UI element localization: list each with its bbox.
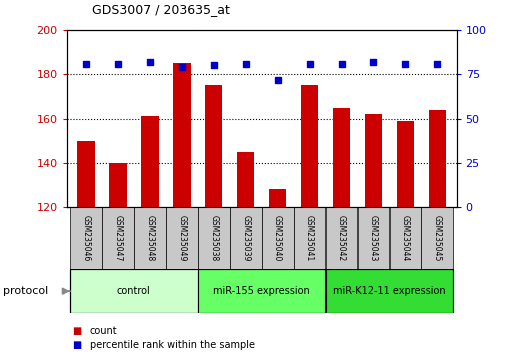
Text: protocol: protocol <box>3 286 48 296</box>
Bar <box>301 85 319 207</box>
Bar <box>293 207 325 269</box>
Text: GSM235047: GSM235047 <box>113 215 122 261</box>
Bar <box>269 189 286 207</box>
Bar <box>134 207 166 269</box>
Bar <box>428 110 446 207</box>
Text: GSM235041: GSM235041 <box>305 215 314 261</box>
Bar <box>198 269 325 313</box>
Bar <box>262 207 293 269</box>
Text: control: control <box>117 286 151 296</box>
Bar <box>422 207 453 269</box>
Bar <box>237 152 254 207</box>
Text: percentile rank within the sample: percentile rank within the sample <box>90 340 255 350</box>
Text: GSM235046: GSM235046 <box>82 215 90 261</box>
Text: ■: ■ <box>72 340 81 350</box>
Text: GSM235048: GSM235048 <box>145 215 154 261</box>
Bar <box>102 207 134 269</box>
Bar <box>397 121 414 207</box>
Bar <box>141 116 159 207</box>
Text: miR-K12-11 expression: miR-K12-11 expression <box>333 286 446 296</box>
Text: GSM235040: GSM235040 <box>273 215 282 261</box>
Text: count: count <box>90 326 117 336</box>
Bar <box>166 207 198 269</box>
Text: GDS3007 / 203635_at: GDS3007 / 203635_at <box>92 3 230 16</box>
Bar <box>326 207 358 269</box>
Bar <box>77 141 95 207</box>
Bar <box>326 269 453 313</box>
Bar <box>70 207 102 269</box>
Text: GSM235042: GSM235042 <box>337 215 346 261</box>
Bar <box>230 207 262 269</box>
Bar <box>205 85 223 207</box>
Text: ■: ■ <box>72 326 81 336</box>
Text: GSM235043: GSM235043 <box>369 215 378 261</box>
Bar <box>173 63 190 207</box>
Bar <box>358 207 389 269</box>
Bar <box>389 207 421 269</box>
Text: GSM235044: GSM235044 <box>401 215 410 261</box>
Text: GSM235049: GSM235049 <box>177 215 186 261</box>
Bar <box>70 269 198 313</box>
Bar <box>109 163 127 207</box>
Text: GSM235045: GSM235045 <box>433 215 442 261</box>
Bar <box>333 108 350 207</box>
Text: GSM235038: GSM235038 <box>209 215 218 261</box>
Text: GSM235039: GSM235039 <box>241 215 250 261</box>
Text: miR-155 expression: miR-155 expression <box>213 286 310 296</box>
Bar <box>365 114 382 207</box>
Bar <box>198 207 230 269</box>
